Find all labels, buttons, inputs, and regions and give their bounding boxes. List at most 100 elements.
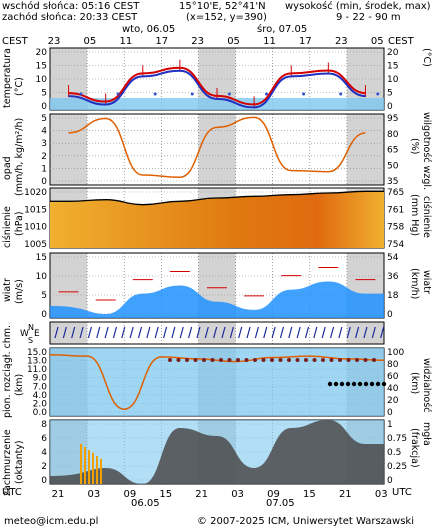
- bottom-hour-label: 21: [195, 489, 208, 500]
- top-hour-label: 23: [48, 36, 61, 47]
- bottom-hour-label: 21: [52, 489, 65, 500]
- wind-dir-arrow: [380, 326, 385, 339]
- temp-point: [153, 92, 157, 96]
- panel-dir: [49, 321, 385, 345]
- cloud-base-dot: [321, 358, 325, 362]
- cloud-base-dot-low: [381, 381, 387, 387]
- night-band: [198, 322, 236, 344]
- fog-bar: [92, 453, 94, 484]
- footer-email[interactable]: meteo@icm.edu.pl: [4, 516, 99, 527]
- cloud-base-dot: [227, 358, 232, 362]
- y-tick-label-right: 754: [387, 240, 404, 250]
- temp-left-unit: (°C): [14, 77, 25, 96]
- y-tick-label: 20: [36, 48, 48, 58]
- y-tick-label-right: 0: [387, 310, 393, 320]
- cloud-right-label: mgła: [421, 422, 432, 446]
- y-tick-label: 11.0: [27, 365, 47, 375]
- y-tick-label: 3: [41, 139, 47, 149]
- y-tick-label-right: 10: [387, 75, 399, 85]
- utc-right: UTC: [392, 487, 412, 498]
- y-tick-label-right: 18: [387, 291, 399, 301]
- wind-dir-arrow: [254, 326, 259, 339]
- y-tick-label: 2: [41, 152, 47, 162]
- y-tick-label: 10: [36, 272, 48, 282]
- y-tick-label: 1020: [24, 188, 47, 198]
- pressure-right-label: ciśnienie: [421, 196, 432, 238]
- wind-dir-arrow: [204, 326, 209, 339]
- fog-bar: [100, 459, 102, 484]
- wind-dir-arrow: [162, 326, 168, 339]
- wind-dir-arrow: [137, 326, 143, 339]
- wind-dir-arrow: [71, 326, 76, 339]
- panel-border: [49, 321, 385, 345]
- y-tick-label-right: 0: [387, 102, 393, 112]
- dir-label-w: W: [20, 329, 29, 339]
- cloud-left-unit: (oktanty): [14, 440, 25, 484]
- y-tick-label: 6: [41, 434, 47, 444]
- cloud-base-dot: [219, 358, 223, 362]
- cloud-base-dot: [355, 358, 359, 362]
- fog-bar: [96, 456, 98, 484]
- wind-dir-arrow: [54, 326, 59, 339]
- y-tick-label-right: 36: [387, 272, 399, 282]
- y-tick-label: 15: [36, 62, 47, 72]
- bottom-hour-label: 03: [231, 489, 244, 500]
- y-tick-label: 2: [41, 462, 47, 472]
- cloud-base-dot: [168, 358, 172, 362]
- night-band: [50, 114, 88, 185]
- cloud-base-dot: [372, 358, 376, 362]
- cloud-base-dot: [304, 358, 308, 362]
- temp-point: [339, 92, 343, 96]
- cloud-base-dot: [295, 358, 300, 362]
- night-band: [346, 114, 384, 185]
- y-tick-label: 13.0: [27, 357, 47, 367]
- humidity-line: [68, 116, 366, 178]
- y-tick-label-right: 0: [387, 408, 393, 418]
- night-band: [50, 322, 88, 344]
- wind-dir-arrow: [304, 326, 310, 339]
- cloud-base-dot-low: [375, 381, 381, 387]
- cloud-base-dot: [210, 358, 215, 362]
- y-tick-label: 7.0: [33, 382, 48, 392]
- top-hour-label: 11: [119, 36, 132, 47]
- cloud-base-dot-low: [327, 381, 333, 387]
- wind-dir-arrow: [62, 326, 67, 339]
- cloud-base-dot: [329, 358, 334, 362]
- fog-bar: [88, 450, 90, 484]
- bottom-hour-label: 21: [339, 489, 352, 500]
- cloud-base-dot: [253, 358, 257, 362]
- y-tick-label: 15.0: [27, 348, 47, 358]
- cloud-base-dot-low: [339, 381, 345, 387]
- cloud-base-dot: [176, 358, 181, 362]
- y-tick-label: 1015: [24, 205, 47, 215]
- y-tick-label: 5: [41, 114, 47, 124]
- y-tick-label-right: 20: [387, 48, 399, 58]
- wind-dir-arrow: [146, 326, 151, 339]
- panel-precip: [49, 113, 385, 186]
- precip-right-unit: (%): [409, 138, 420, 155]
- vis-left-unit: (km): [14, 373, 25, 396]
- wind-right-unit: (km/h): [409, 268, 420, 300]
- day2-label: śro, 07.05: [257, 24, 308, 35]
- fog-bar: [80, 444, 82, 484]
- bottom-hour-label: 09: [267, 489, 280, 500]
- y-tick-label: 1005: [24, 240, 47, 250]
- dir-label-e: E: [34, 329, 40, 339]
- y-tick-label: 0: [41, 310, 47, 320]
- y-tick-label-right: 0.25: [387, 462, 407, 472]
- coords-text: 15°10'E, 52°41'N: [179, 1, 266, 12]
- dir-label-s: S: [28, 336, 33, 345]
- bottom-hour-label: 15: [159, 489, 172, 500]
- y-tick-label-right: 80: [387, 130, 399, 140]
- wind-dir-arrow: [346, 326, 351, 339]
- y-tick-label-right: 15: [387, 62, 398, 72]
- cloud-base-dot: [338, 358, 342, 362]
- wind-dir-arrow: [213, 326, 218, 339]
- cloud-base-dot-low: [357, 381, 363, 387]
- temp-left-label: temperatura: [2, 48, 13, 108]
- wind-dir-arrow: [263, 326, 268, 339]
- y-tick-label-right: 65: [387, 146, 398, 156]
- wind-dir-arrow: [87, 326, 92, 339]
- y-tick-label-right: 40: [387, 384, 399, 394]
- tz-left: CEST: [2, 36, 28, 47]
